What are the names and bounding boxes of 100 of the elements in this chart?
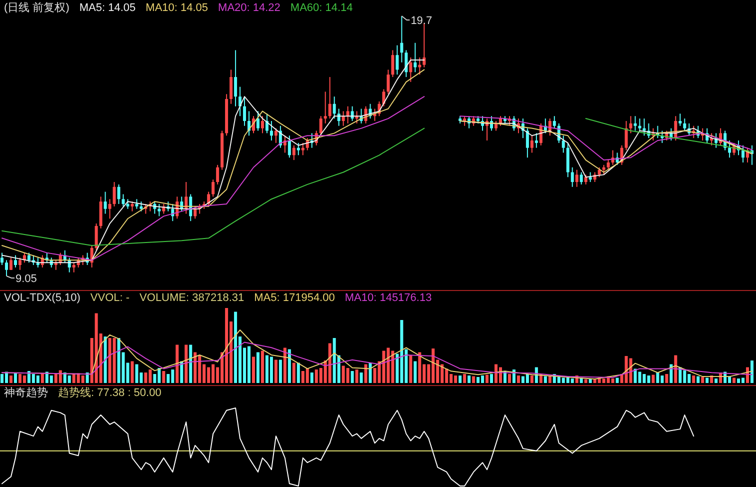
candlestick — [584, 174, 588, 185]
text: MA60: 14.14 — [290, 2, 353, 14]
bar — [9, 376, 12, 383]
candlestick — [629, 116, 632, 134]
bar — [278, 360, 282, 383]
bar — [418, 352, 422, 383]
candlestick — [122, 194, 125, 207]
candlestick — [270, 120, 273, 142]
bar — [732, 378, 736, 383]
candlestick — [301, 142, 304, 156]
bar — [692, 376, 696, 383]
bar — [68, 376, 71, 383]
bar — [144, 372, 148, 383]
candlestick — [4, 260, 8, 276]
candlestick — [386, 69, 390, 95]
bar — [634, 368, 637, 383]
bar — [194, 352, 197, 383]
candlestick — [140, 201, 143, 212]
bar — [234, 312, 238, 383]
bar — [414, 361, 417, 383]
bar — [368, 362, 372, 383]
bar — [458, 376, 462, 383]
candlestick — [230, 69, 233, 104]
bar — [468, 376, 471, 383]
text: 趋势线: 77.38 : 50.00 — [58, 386, 162, 399]
bar — [360, 372, 363, 383]
candlestick — [396, 44, 399, 76]
bar — [36, 376, 40, 383]
bar — [409, 355, 412, 383]
annotation: 9.05 — [15, 273, 37, 285]
candlestick — [494, 120, 498, 132]
bar — [516, 376, 520, 383]
candlestick — [526, 128, 529, 158]
candlestick — [422, 22, 426, 68]
bar — [490, 374, 494, 383]
bar — [486, 374, 489, 383]
candlestick — [126, 198, 130, 210]
candlestick — [274, 128, 278, 144]
candlestick — [400, 16, 404, 63]
candlestick — [382, 88, 386, 107]
candlestick — [342, 110, 345, 126]
bar — [40, 373, 44, 383]
bar — [252, 356, 255, 383]
bar — [629, 358, 632, 383]
bar — [656, 372, 660, 383]
bar — [750, 360, 754, 383]
text: MA10: 145176.13 — [344, 292, 432, 304]
candlestick — [624, 120, 628, 151]
candlestick — [606, 160, 610, 170]
candlestick — [158, 203, 161, 217]
bar — [270, 356, 273, 383]
bar — [256, 352, 260, 383]
bar — [544, 376, 547, 383]
bar — [584, 379, 588, 383]
candlestick — [409, 57, 412, 82]
candlestick — [742, 144, 745, 163]
candlestick — [104, 191, 107, 214]
bar — [50, 376, 53, 383]
candlestick — [117, 184, 120, 204]
text: MA5: 171954.00 — [254, 292, 335, 304]
bar — [616, 378, 619, 383]
bar — [570, 378, 574, 383]
bar — [665, 374, 668, 383]
candlestick — [728, 140, 732, 158]
candlestick — [319, 116, 322, 136]
bar — [328, 343, 332, 383]
text: MA20: 14.22 — [218, 2, 280, 14]
candlestick — [216, 164, 220, 185]
chart-title: VOL-TDX(5,10) — [4, 292, 80, 304]
bar — [701, 377, 704, 383]
candlestick — [94, 223, 98, 251]
candlestick — [130, 201, 134, 212]
bar — [283, 348, 286, 383]
candlestick — [72, 262, 76, 273]
bar — [355, 370, 358, 383]
bar — [624, 356, 628, 383]
bar — [184, 344, 188, 383]
candlestick — [588, 172, 592, 183]
candlestick — [18, 257, 22, 270]
candlestick — [14, 254, 17, 268]
candlestick — [346, 106, 350, 124]
bar — [135, 364, 138, 383]
candlestick — [260, 116, 264, 134]
candlestick — [575, 169, 578, 188]
candlestick — [243, 96, 246, 126]
bar — [652, 374, 655, 383]
bar — [346, 368, 350, 383]
bar — [472, 376, 476, 383]
candlestick — [292, 144, 296, 161]
candlestick — [404, 50, 408, 78]
bar — [176, 344, 179, 383]
candlestick — [634, 116, 637, 132]
candlestick — [27, 252, 30, 264]
candlestick — [0, 252, 4, 266]
bar — [180, 361, 184, 383]
bar — [288, 349, 291, 383]
candlestick — [324, 91, 327, 124]
candlestick — [296, 142, 300, 156]
bar — [274, 360, 278, 383]
candlestick — [212, 179, 215, 198]
